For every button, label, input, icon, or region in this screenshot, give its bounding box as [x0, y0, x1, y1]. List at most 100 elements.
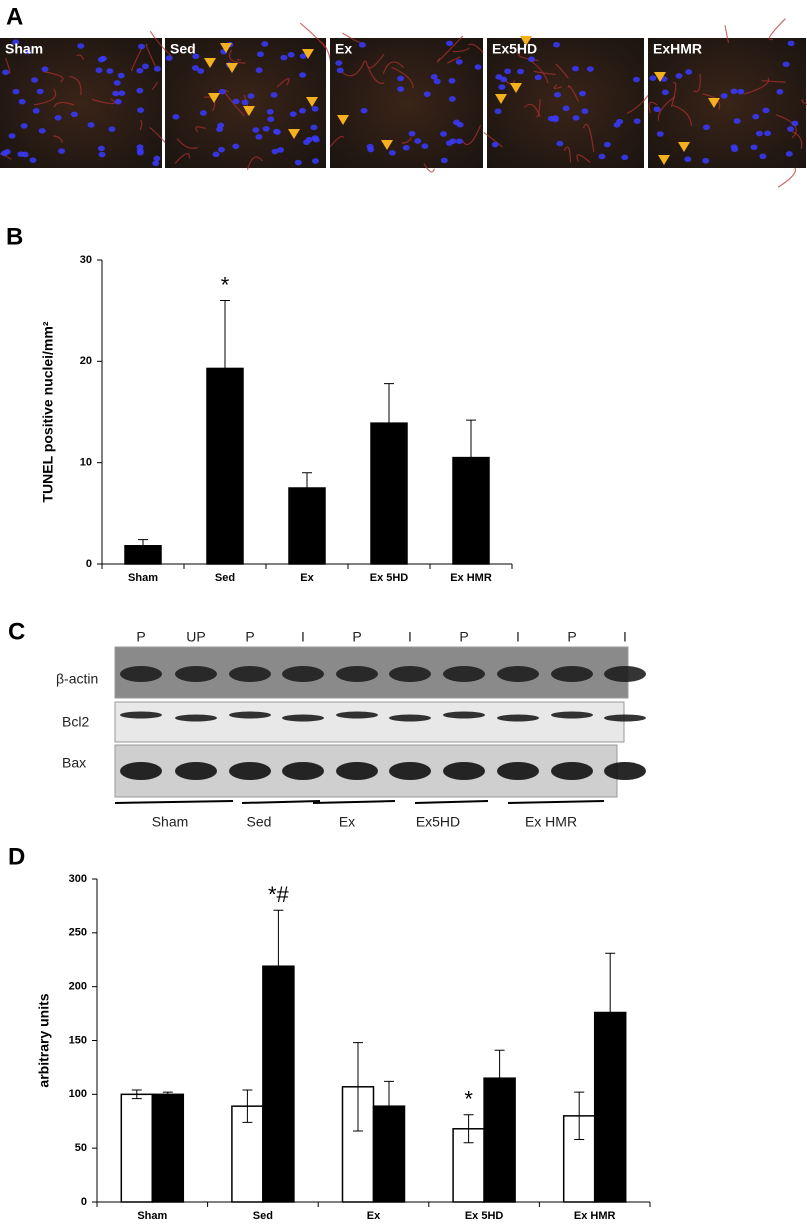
error-bar: [466, 419, 476, 496]
nucleus: [733, 118, 741, 124]
membrane: [391, 66, 414, 89]
nucleus: [433, 78, 441, 85]
micrograph-label: ExHMR: [653, 41, 702, 57]
annotation: *#: [268, 882, 290, 907]
group-label: Ex: [339, 814, 355, 830]
band: [175, 762, 217, 780]
band: [120, 711, 162, 719]
nucleus: [358, 42, 366, 48]
error-bar: [463, 1114, 474, 1144]
nucleus: [3, 149, 11, 155]
error-bar: [384, 1080, 394, 1132]
arrowhead: [243, 106, 255, 116]
membrane: [468, 43, 484, 54]
y-tick-label: 250: [69, 927, 87, 939]
band: [604, 714, 646, 722]
membrane: [34, 88, 57, 106]
lane-label: P: [352, 629, 361, 645]
error-bar: [494, 1049, 505, 1107]
nucleus: [791, 120, 799, 127]
y-tick-label: 0: [81, 1196, 87, 1208]
nucleus: [99, 55, 107, 62]
nucleus: [632, 76, 640, 83]
group-label: Sham: [152, 814, 189, 830]
nucleus: [138, 43, 146, 50]
y-tick-label: 0: [86, 558, 92, 570]
nucleus: [108, 126, 116, 132]
nucleus: [136, 87, 144, 94]
band: [497, 714, 539, 722]
lane-label: P: [459, 629, 468, 645]
nucleus: [165, 55, 173, 61]
nucleus: [298, 107, 306, 114]
nucleus: [199, 110, 207, 116]
membrane: [576, 154, 591, 163]
membrane: [423, 163, 435, 173]
nucleus: [271, 148, 279, 155]
x-tick-label: Ex 5HD: [370, 572, 409, 584]
membrane: [0, 153, 12, 160]
band: [389, 762, 431, 780]
arrowhead: [306, 97, 318, 107]
nucleus: [685, 69, 693, 75]
nucleus: [217, 146, 225, 153]
nucleus: [388, 149, 396, 156]
nucleus: [653, 106, 661, 113]
nucleus: [547, 115, 555, 122]
membrane: [777, 167, 797, 188]
row-label: Bax: [62, 755, 86, 771]
nucleus: [445, 140, 453, 146]
membrane: [382, 61, 405, 75]
membrane: [228, 49, 246, 64]
arrowhead: [708, 98, 720, 108]
lane-label: I: [301, 629, 305, 645]
nucleus: [256, 51, 264, 58]
nucleus: [335, 60, 343, 66]
error-bar: [242, 1089, 253, 1123]
membrane: [533, 70, 556, 76]
nucleus: [367, 146, 375, 153]
nucleus: [172, 114, 180, 120]
membrane: [367, 53, 385, 69]
row-label: β-actin: [56, 671, 98, 687]
membrane: [582, 123, 595, 153]
nucleus: [212, 151, 220, 158]
membrane: [53, 101, 75, 108]
error-bar: [574, 1091, 585, 1141]
membrane: [130, 46, 143, 72]
x-tick-label: Ex: [367, 1210, 381, 1222]
membrane: [341, 60, 366, 77]
membrane: [149, 30, 172, 57]
nucleus: [702, 124, 710, 131]
micrograph-label: Sham: [5, 41, 43, 57]
arrowhead: [226, 63, 238, 73]
nucleus: [661, 89, 669, 96]
membrane: [276, 77, 290, 88]
nucleus: [299, 72, 307, 78]
membrane: [246, 156, 263, 170]
nucleus: [192, 53, 200, 60]
nucleus: [136, 67, 144, 74]
lane-label: P: [567, 629, 576, 645]
nucleus: [58, 148, 66, 154]
nucleus: [197, 68, 205, 74]
membrane: [768, 18, 786, 41]
nucleus: [455, 59, 463, 65]
y-tick-label: 100: [69, 1088, 87, 1100]
nucleus: [136, 149, 144, 156]
group-label: Sed: [247, 814, 272, 830]
membrane: [174, 153, 191, 164]
nucleus: [684, 156, 692, 163]
nucleus: [755, 130, 763, 137]
nucleus: [262, 125, 270, 132]
nucleus: [448, 77, 456, 84]
nucleus: [616, 118, 624, 125]
nucleus: [581, 108, 589, 115]
nucleus: [70, 111, 78, 118]
membrane: [563, 146, 572, 163]
band: [336, 666, 378, 682]
membrane: [483, 131, 504, 148]
nucleus: [397, 75, 405, 82]
annotation: *: [221, 272, 230, 297]
blot-strip: [114, 701, 625, 743]
